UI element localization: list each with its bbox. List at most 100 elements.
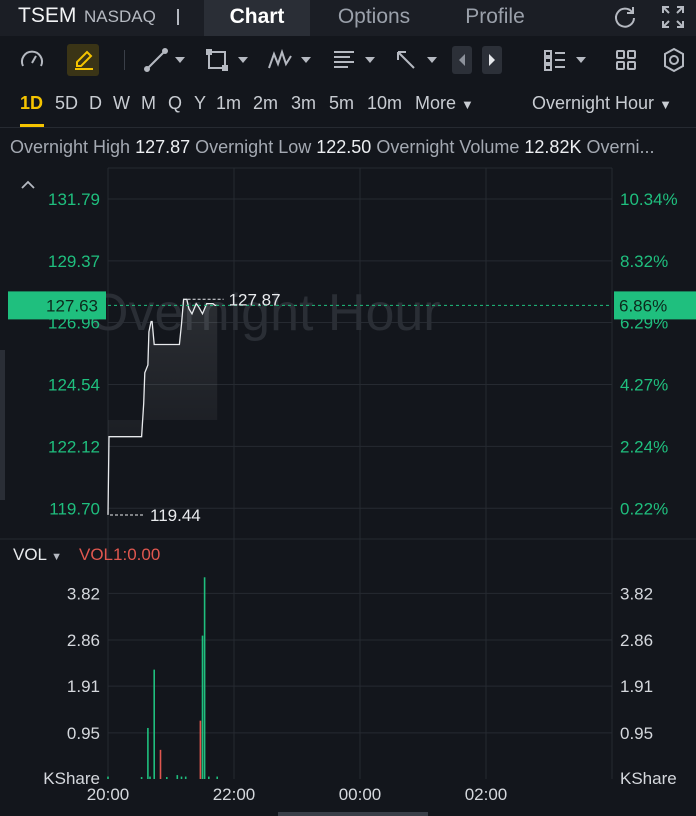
price-tick-label: 129.37 <box>48 252 100 271</box>
period-w[interactable]: W <box>113 93 130 113</box>
stat-label: Overni... <box>586 137 655 157</box>
pattern-tool-icon[interactable] <box>266 46 294 74</box>
percent-tick-label: 8.32% <box>620 252 668 271</box>
volume-bar <box>140 777 143 779</box>
volume-tick-label: 0.95 <box>620 724 653 743</box>
volume-bar <box>203 577 206 779</box>
volume-bar <box>107 776 109 779</box>
layout-grid-icon[interactable] <box>612 46 640 74</box>
side-scroll-handle[interactable] <box>0 350 5 500</box>
volume-legend-label: VOL <box>13 545 47 564</box>
period-d[interactable]: D <box>89 93 102 113</box>
stat-value: 122.50 <box>316 137 372 157</box>
exchange-name: NASDAQ <box>84 7 156 26</box>
indicator-list-icon[interactable] <box>541 46 569 74</box>
period-selector: 1D 5D D W M Q Y 1m 2m 3m 5m 10m More ▼ O… <box>0 88 696 128</box>
more-periods-button[interactable]: More ▼ <box>415 93 474 114</box>
next-icon[interactable] <box>482 46 502 74</box>
gauge-icon[interactable] <box>18 46 46 74</box>
volume-bar <box>149 776 151 779</box>
volume-unit-label: KShare <box>620 769 677 788</box>
volume-bar <box>159 749 162 779</box>
chevron-down-icon[interactable] <box>175 57 185 63</box>
volume-bar <box>208 776 210 779</box>
volume-tick-label: 2.86 <box>67 631 100 650</box>
chevron-down-icon[interactable] <box>576 57 586 63</box>
price-tick-label: 122.12 <box>48 437 100 456</box>
stat-label: Overnight Volume <box>376 137 520 157</box>
top-header: TSEM NASDAQ Chart Options Profile <box>0 0 696 36</box>
session-watermark: Overnight Hour <box>88 284 441 342</box>
header-divider <box>177 9 179 25</box>
caret-down-icon: ▼ <box>659 97 672 112</box>
settings-icon[interactable] <box>660 46 688 74</box>
current-change-label: 6.86% <box>619 296 667 315</box>
active-period-indicator <box>20 124 44 127</box>
time-tick-label: 22:00 <box>213 785 256 804</box>
volume-bar <box>199 720 202 779</box>
volume-legend[interactable]: VOL ▼ <box>13 545 62 565</box>
arrow-tool-icon[interactable] <box>392 46 420 74</box>
price-volume-chart[interactable]: Overnight Hour 131.79129.37126.96124.541… <box>0 160 696 816</box>
tab-profile[interactable]: Profile <box>465 5 525 28</box>
bottom-scroll-indicator[interactable] <box>278 812 428 816</box>
percent-tick-label: 2.24% <box>620 437 668 456</box>
chevron-down-icon[interactable] <box>238 57 248 63</box>
price-tick-label: 131.79 <box>48 190 100 209</box>
current-price-label: 127.63 <box>46 296 98 315</box>
period-y[interactable]: Y <box>194 93 207 113</box>
session-selector[interactable]: Overnight Hour ▼ <box>532 93 672 114</box>
fibonacci-tool-icon[interactable] <box>330 46 358 74</box>
period-1d[interactable]: 1D <box>20 93 44 113</box>
volume-tick-label: 1.91 <box>620 677 653 696</box>
time-tick-label: 00:00 <box>339 785 382 804</box>
drawing-toolbar <box>0 40 696 80</box>
chevron-down-icon[interactable] <box>427 57 437 63</box>
chevron-down-icon[interactable] <box>365 57 375 63</box>
active-tool-highlight <box>67 44 99 76</box>
volume-unit-label: KShare <box>43 769 100 788</box>
period-5m[interactable]: 5m <box>329 93 355 113</box>
volume-bar <box>201 635 204 779</box>
more-label: More <box>415 93 457 113</box>
percent-tick-label: 10.34% <box>620 190 678 209</box>
prev-icon[interactable] <box>452 46 472 74</box>
caret-down-icon: ▼ <box>51 551 63 563</box>
current-change-tag <box>614 291 696 320</box>
refresh-icon[interactable] <box>612 4 638 30</box>
period-10m[interactable]: 10m <box>367 93 403 113</box>
period-3m[interactable]: 3m <box>291 93 317 113</box>
volume-bar <box>216 776 218 779</box>
low-marker-label: 119.44 <box>150 506 201 525</box>
current-price-tag <box>8 291 106 320</box>
fullscreen-icon[interactable] <box>660 4 686 30</box>
period-2m[interactable]: 2m <box>253 93 279 113</box>
time-tick-label: 02:00 <box>465 785 508 804</box>
collapse-chevron-icon[interactable] <box>21 180 35 189</box>
period-1m[interactable]: 1m <box>216 93 242 113</box>
stat-label: Overnight Low <box>195 137 312 157</box>
high-marker-label: 127.87 <box>229 290 281 309</box>
caret-down-icon: ▼ <box>461 97 474 112</box>
stat-label: Overnight High <box>10 137 131 157</box>
period-m[interactable]: M <box>141 93 156 113</box>
volume-bar <box>153 669 155 779</box>
stat-value: 127.87 <box>135 137 191 157</box>
percent-tick-label: 4.27% <box>620 375 668 394</box>
rectangle-tool-icon[interactable] <box>203 46 231 74</box>
period-5d[interactable]: 5D <box>55 93 79 113</box>
tab-chart[interactable]: Chart <box>204 0 310 36</box>
volume-tick-label: 2.86 <box>620 631 653 650</box>
volume-tick-label: 3.82 <box>620 584 653 603</box>
volume-bar <box>184 776 187 779</box>
price-tick-label: 119.70 <box>49 499 100 518</box>
line-tool-icon[interactable] <box>142 46 170 74</box>
draw-pencil-icon[interactable] <box>70 46 98 74</box>
chevron-down-icon[interactable] <box>301 57 311 63</box>
volume-indicator-value: VOL1:0.00 <box>79 545 161 564</box>
toolbar-divider <box>124 50 125 70</box>
tab-options[interactable]: Options <box>337 5 411 28</box>
session-label: Overnight Hour <box>532 93 655 113</box>
period-q[interactable]: Q <box>168 93 183 113</box>
overnight-stats: Overnight High 127.87 Overnight Low 122.… <box>10 137 696 158</box>
